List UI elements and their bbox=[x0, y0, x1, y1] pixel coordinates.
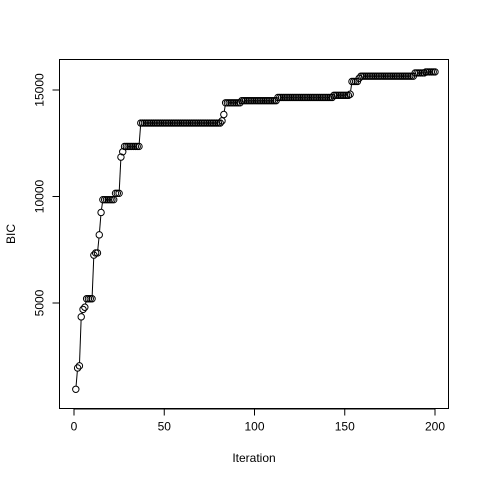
x-tick-label: 100 bbox=[244, 420, 264, 434]
series-segment bbox=[350, 84, 353, 92]
series-segment bbox=[97, 237, 100, 250]
data-point bbox=[420, 69, 428, 77]
x-tick-label: 0 bbox=[71, 420, 78, 434]
data-point bbox=[115, 189, 123, 198]
series-segment bbox=[99, 215, 102, 232]
data-point bbox=[220, 110, 228, 119]
y-tick-label: 10000 bbox=[33, 179, 47, 213]
data-point bbox=[88, 295, 96, 303]
data-point bbox=[95, 231, 103, 239]
data-point bbox=[93, 249, 102, 257]
bic-series bbox=[72, 68, 439, 393]
series-segment bbox=[118, 160, 122, 191]
y-axis: 5000 10000 15000 bbox=[33, 73, 60, 316]
series-segment bbox=[101, 202, 103, 210]
x-tick-label: 50 bbox=[158, 420, 172, 434]
data-point bbox=[119, 148, 127, 156]
data-point bbox=[117, 153, 125, 161]
series-segment bbox=[79, 320, 82, 363]
data-point bbox=[81, 303, 89, 311]
data-point bbox=[431, 68, 439, 76]
data-point bbox=[73, 364, 82, 372]
x-axis: 0 50 100 150 200 bbox=[71, 408, 445, 434]
data-point bbox=[75, 362, 84, 370]
series-segment bbox=[75, 371, 78, 387]
series-segment bbox=[223, 105, 226, 112]
data-point bbox=[72, 385, 80, 393]
x-tick-label: 200 bbox=[425, 420, 445, 434]
data-point bbox=[79, 305, 87, 314]
series-segment bbox=[138, 126, 142, 144]
data-point bbox=[216, 119, 224, 127]
data-point bbox=[135, 142, 143, 151]
data-point bbox=[77, 313, 85, 321]
data-point bbox=[346, 90, 354, 98]
data-point bbox=[97, 208, 105, 217]
y-tick-label: 5000 bbox=[33, 289, 47, 316]
x-tick-label: 150 bbox=[335, 420, 355, 434]
y-axis-title: BIC bbox=[4, 224, 18, 244]
y-tick-label: 15000 bbox=[33, 73, 47, 107]
series-segment bbox=[91, 258, 95, 296]
plot-box bbox=[59, 59, 449, 409]
data-point bbox=[344, 91, 353, 100]
data-point bbox=[90, 251, 98, 259]
x-axis-title: Iteration bbox=[232, 451, 275, 465]
